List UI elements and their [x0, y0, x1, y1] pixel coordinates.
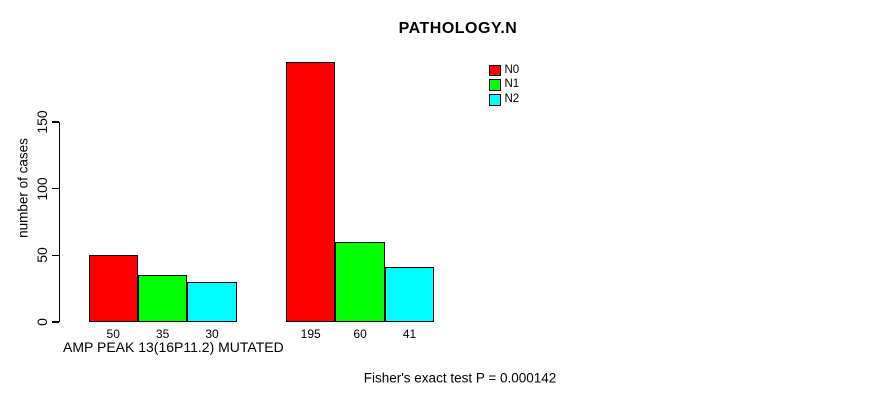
- bar-value-label: 50: [106, 326, 120, 341]
- bar-n1-group2: [335, 242, 385, 322]
- bar-value-label: 60: [353, 326, 367, 341]
- legend-item-n2: N2: [489, 93, 519, 108]
- legend: N0 N1 N2: [489, 63, 519, 107]
- legend-item-label: N0: [504, 63, 520, 76]
- y-tick-mark: [51, 121, 60, 123]
- y-tick-mark: [51, 254, 60, 256]
- y-tick-label: 150: [34, 110, 50, 134]
- bar-value-label: 41: [402, 326, 417, 341]
- bar-n1-group1: [137, 275, 188, 322]
- legend-swatch-n1: [489, 79, 501, 91]
- y-tick-mark: [51, 188, 60, 190]
- legend-item-label: N2: [504, 93, 520, 106]
- y-axis-label: number of cases: [15, 138, 31, 238]
- bar-n0-group1: [88, 255, 138, 322]
- bar-value-label: 30: [205, 326, 219, 341]
- legend-item-n1: N1: [489, 78, 519, 93]
- bar-value-label: 195: [300, 326, 321, 341]
- chart-title: PATHOLOGY.N: [398, 20, 518, 37]
- bar-value-label: 35: [155, 326, 170, 341]
- legend-swatch-n2: [489, 94, 501, 106]
- y-tick-label: 0: [34, 318, 50, 326]
- y-tick-mark: [51, 321, 60, 323]
- legend-swatch-n0: [489, 64, 501, 77]
- bar-n0-group2: [286, 62, 336, 322]
- legend-item-label: N1: [504, 78, 520, 91]
- bar-n2-group1: [187, 282, 237, 322]
- footnote: Fisher's exact test P = 0.000142: [363, 370, 557, 386]
- x-axis-label: AMP PEAK 13(16P11.2) MUTATED: [63, 339, 284, 355]
- y-tick-label: 100: [34, 176, 50, 201]
- bar-n2-group2: [384, 267, 435, 322]
- legend-item-n0: N0: [489, 63, 519, 78]
- y-tick-label: 50: [34, 247, 50, 264]
- y-axis-line: [58, 121, 60, 322]
